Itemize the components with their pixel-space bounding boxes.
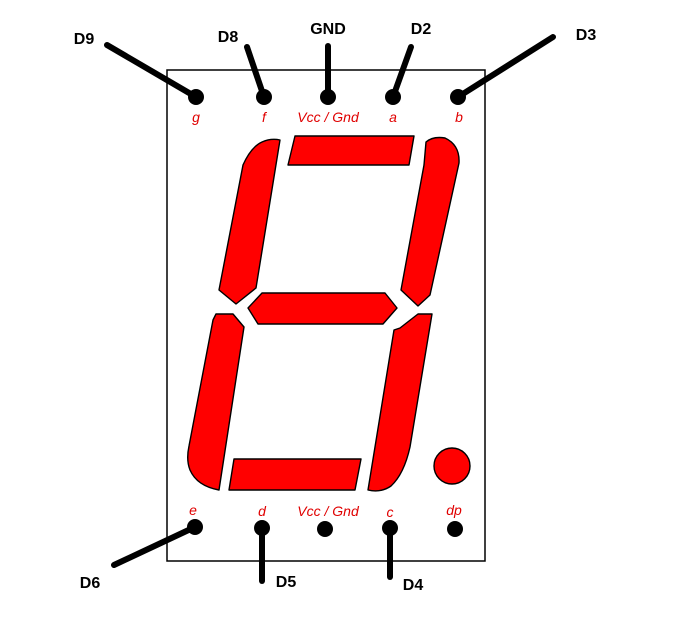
segment-a xyxy=(287,135,415,166)
segment-d xyxy=(228,458,362,491)
pin-vcc-gnd-top xyxy=(320,89,336,105)
wire-label-gnd: GND xyxy=(310,21,346,38)
wire-label-d2: D2 xyxy=(411,21,432,38)
pin-label-g: g xyxy=(192,109,200,125)
wire-label-d9: D9 xyxy=(74,31,95,48)
pin-g xyxy=(188,89,204,105)
wire-d9 xyxy=(104,42,199,100)
bottom-wires xyxy=(111,524,393,584)
top-wires xyxy=(104,34,556,100)
pin-d xyxy=(254,520,270,536)
bottom-pin-labels: e d Vcc / Gnd c dp xyxy=(189,502,462,520)
pin-label-f: f xyxy=(262,109,268,125)
segment-f xyxy=(218,138,281,305)
wire-label-d8: D8 xyxy=(218,29,239,46)
wire-d3 xyxy=(455,34,556,100)
pin-a xyxy=(385,89,401,105)
segment-b xyxy=(400,136,460,307)
pin-label-a: a xyxy=(389,109,397,125)
wire-labels: D9 D8 GND D2 D3 D6 D5 D4 xyxy=(74,21,597,594)
wire-d2 xyxy=(390,44,414,100)
top-pin-labels: g f Vcc / Gnd a b xyxy=(192,109,463,125)
pin-label-vcc-gnd-top: Vcc / Gnd xyxy=(297,109,360,125)
wire-d8 xyxy=(244,44,267,100)
wire-d6 xyxy=(111,524,198,568)
wire-label-d5: D5 xyxy=(276,574,297,591)
pin-vcc-gnd-bottom xyxy=(317,521,333,537)
pin-c xyxy=(382,520,398,536)
segment-c xyxy=(367,313,433,492)
top-pins xyxy=(188,89,466,105)
pin-dp xyxy=(447,521,463,537)
segment-g xyxy=(247,292,398,325)
pin-f xyxy=(256,89,272,105)
segment-dp xyxy=(433,447,471,485)
wire-label-d4: D4 xyxy=(403,577,424,594)
pin-label-e: e xyxy=(189,502,197,518)
pin-label-c: c xyxy=(387,504,394,520)
wire-label-d6: D6 xyxy=(80,575,101,592)
pin-label-b: b xyxy=(455,109,463,125)
pin-e xyxy=(187,519,203,535)
pin-label-d: d xyxy=(258,503,267,519)
wire-label-d3: D3 xyxy=(576,27,597,44)
pin-b xyxy=(450,89,466,105)
pin-label-dp: dp xyxy=(446,502,462,518)
segment-e xyxy=(187,313,245,491)
bottom-pins xyxy=(187,519,463,537)
pin-label-vcc-gnd-bottom: Vcc / Gnd xyxy=(297,503,360,519)
segments xyxy=(187,135,471,492)
